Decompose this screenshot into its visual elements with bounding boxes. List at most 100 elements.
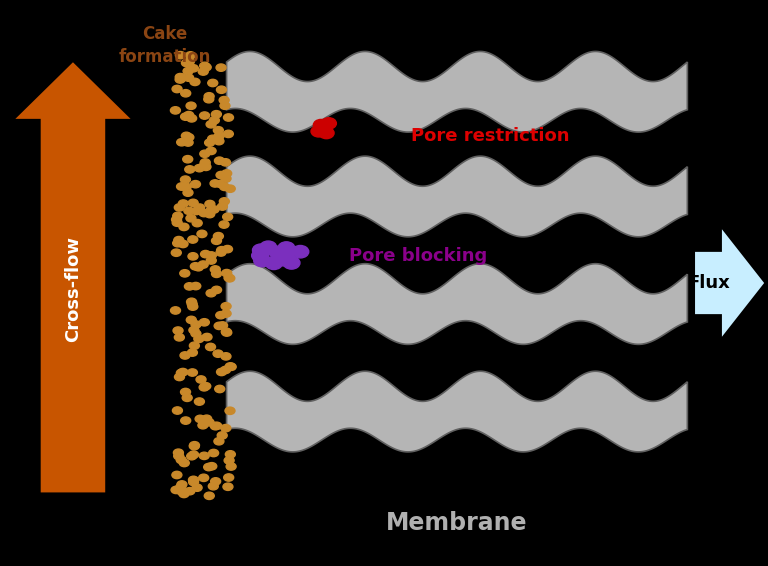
Circle shape bbox=[178, 368, 188, 376]
Circle shape bbox=[221, 303, 231, 310]
Circle shape bbox=[175, 74, 185, 81]
Circle shape bbox=[276, 254, 293, 266]
Circle shape bbox=[188, 199, 198, 207]
Circle shape bbox=[177, 139, 187, 146]
Circle shape bbox=[204, 139, 214, 147]
Circle shape bbox=[188, 476, 198, 483]
Text: Cross-flow: Cross-flow bbox=[64, 235, 82, 342]
Circle shape bbox=[221, 353, 231, 360]
Circle shape bbox=[283, 256, 300, 269]
Circle shape bbox=[177, 369, 187, 376]
Circle shape bbox=[180, 113, 190, 121]
Circle shape bbox=[200, 161, 210, 168]
Circle shape bbox=[184, 112, 194, 119]
Circle shape bbox=[187, 316, 197, 324]
Circle shape bbox=[222, 170, 232, 177]
Circle shape bbox=[194, 165, 204, 172]
Circle shape bbox=[207, 252, 217, 259]
Circle shape bbox=[201, 163, 211, 170]
Circle shape bbox=[190, 282, 200, 290]
Circle shape bbox=[217, 203, 227, 210]
Circle shape bbox=[171, 216, 181, 223]
Circle shape bbox=[174, 237, 184, 244]
Circle shape bbox=[217, 321, 227, 329]
Circle shape bbox=[209, 206, 219, 213]
Circle shape bbox=[202, 415, 212, 422]
Circle shape bbox=[192, 484, 202, 491]
Circle shape bbox=[190, 263, 200, 270]
Circle shape bbox=[210, 180, 220, 187]
Circle shape bbox=[174, 204, 184, 211]
Circle shape bbox=[190, 78, 200, 85]
Circle shape bbox=[206, 147, 216, 155]
Circle shape bbox=[223, 483, 233, 490]
Circle shape bbox=[172, 471, 182, 479]
Circle shape bbox=[211, 110, 221, 118]
Circle shape bbox=[189, 451, 199, 458]
Circle shape bbox=[180, 417, 190, 424]
Circle shape bbox=[222, 329, 232, 336]
Circle shape bbox=[187, 298, 197, 306]
Circle shape bbox=[214, 157, 224, 164]
Text: Pore blocking: Pore blocking bbox=[349, 247, 488, 265]
Circle shape bbox=[217, 432, 227, 439]
Circle shape bbox=[173, 212, 183, 220]
Circle shape bbox=[183, 189, 193, 196]
Circle shape bbox=[198, 417, 208, 424]
Circle shape bbox=[225, 407, 235, 414]
Circle shape bbox=[194, 335, 204, 342]
Circle shape bbox=[181, 132, 191, 140]
Polygon shape bbox=[227, 52, 687, 132]
Circle shape bbox=[183, 139, 193, 146]
Circle shape bbox=[252, 250, 269, 262]
Circle shape bbox=[206, 121, 216, 128]
Circle shape bbox=[219, 96, 229, 104]
Circle shape bbox=[279, 252, 296, 264]
Circle shape bbox=[186, 102, 196, 109]
Polygon shape bbox=[15, 62, 131, 492]
Circle shape bbox=[217, 247, 227, 254]
Circle shape bbox=[210, 266, 220, 273]
Circle shape bbox=[172, 219, 182, 226]
Text: Cake
formation: Cake formation bbox=[119, 25, 211, 66]
Circle shape bbox=[210, 422, 220, 430]
Circle shape bbox=[184, 74, 194, 82]
Circle shape bbox=[200, 250, 210, 258]
Circle shape bbox=[206, 289, 216, 297]
Circle shape bbox=[170, 107, 180, 114]
Text: Membrane: Membrane bbox=[386, 511, 528, 535]
Circle shape bbox=[221, 424, 231, 432]
Circle shape bbox=[221, 310, 231, 318]
Circle shape bbox=[227, 363, 237, 371]
Circle shape bbox=[186, 52, 196, 59]
Circle shape bbox=[170, 307, 180, 314]
Circle shape bbox=[311, 126, 326, 137]
Circle shape bbox=[210, 117, 220, 124]
Circle shape bbox=[222, 269, 232, 277]
Circle shape bbox=[178, 200, 188, 207]
Circle shape bbox=[223, 114, 233, 121]
Circle shape bbox=[174, 452, 184, 460]
Circle shape bbox=[200, 159, 210, 166]
Circle shape bbox=[194, 398, 204, 405]
Circle shape bbox=[188, 236, 198, 243]
Circle shape bbox=[178, 183, 188, 190]
Circle shape bbox=[174, 449, 184, 456]
Circle shape bbox=[187, 452, 197, 460]
Circle shape bbox=[187, 369, 197, 376]
Circle shape bbox=[211, 286, 221, 294]
Circle shape bbox=[207, 135, 217, 143]
Circle shape bbox=[260, 241, 276, 254]
Circle shape bbox=[174, 334, 184, 341]
Circle shape bbox=[223, 130, 233, 138]
Circle shape bbox=[200, 62, 210, 70]
Circle shape bbox=[273, 253, 290, 265]
Circle shape bbox=[201, 63, 211, 71]
Circle shape bbox=[171, 486, 181, 494]
Polygon shape bbox=[227, 264, 687, 344]
Circle shape bbox=[180, 269, 190, 277]
Circle shape bbox=[190, 342, 200, 349]
Circle shape bbox=[220, 366, 230, 374]
Circle shape bbox=[211, 237, 221, 245]
Circle shape bbox=[211, 270, 221, 277]
